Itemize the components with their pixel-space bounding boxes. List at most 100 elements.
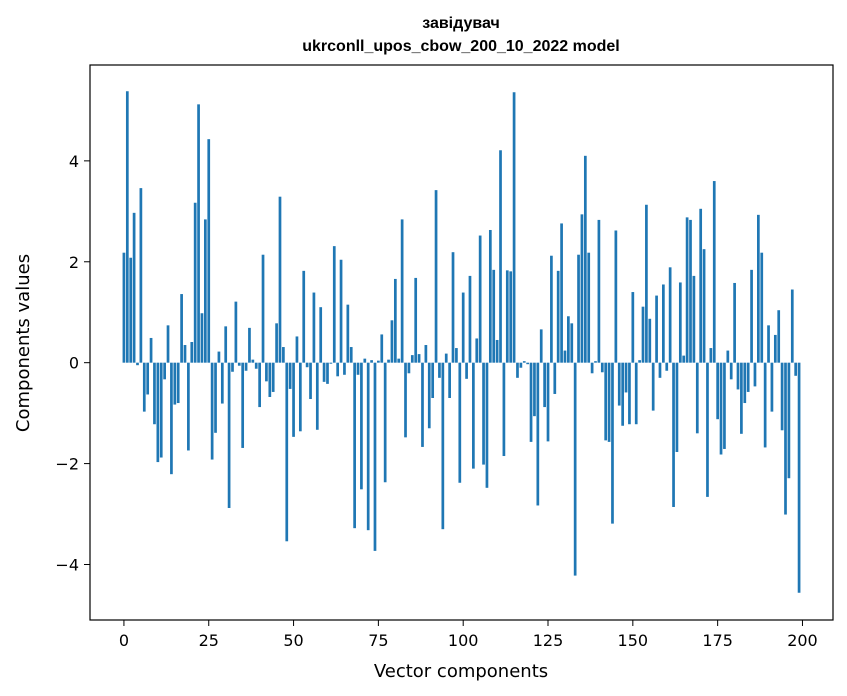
x-axis-ticks: 0 25 50 75 100 125 150 175 200 <box>119 620 818 650</box>
bar-118 <box>522 361 526 363</box>
bar-153 <box>641 306 645 363</box>
bar-60 <box>326 362 329 384</box>
x-tick-label: 0 <box>119 631 129 650</box>
y-tick-label: −2 <box>55 455 79 474</box>
bar-39 <box>254 362 258 369</box>
bar-93 <box>438 362 441 378</box>
bar-129 <box>560 223 563 363</box>
bar-4 <box>136 362 139 366</box>
bar-32 <box>231 362 234 372</box>
bar-33 <box>234 301 238 363</box>
bar-131 <box>567 316 570 363</box>
bar-25 <box>207 139 211 363</box>
bar-130 <box>563 350 567 363</box>
bar-73 <box>370 360 373 363</box>
bar-89 <box>424 345 428 363</box>
plot-frame <box>89 64 834 621</box>
bar-156 <box>651 362 655 411</box>
bar-48 <box>285 362 289 542</box>
bar-62 <box>332 246 336 363</box>
bar-42 <box>265 362 268 382</box>
bar-40 <box>258 362 261 408</box>
bar-59 <box>322 362 326 382</box>
bar-161 <box>668 267 672 363</box>
bar-28 <box>217 351 221 363</box>
bar-187 <box>757 214 760 363</box>
bar-26 <box>210 362 214 460</box>
bar-133 <box>573 362 577 576</box>
bar-168 <box>692 275 696 363</box>
bar-72 <box>366 362 370 531</box>
bar-43 <box>268 362 272 397</box>
bar-86 <box>414 277 418 363</box>
bar-45 <box>275 323 278 363</box>
bar-82 <box>400 219 404 363</box>
bar-114 <box>509 271 513 363</box>
bar-122 <box>536 362 540 506</box>
bar-35 <box>241 362 245 448</box>
bar-27 <box>214 362 217 433</box>
bar-98 <box>455 348 458 363</box>
bar-120 <box>529 362 533 442</box>
bar-13 <box>166 325 170 363</box>
bar-124 <box>543 362 546 408</box>
bar-99 <box>458 362 462 483</box>
bar-167 <box>689 219 692 363</box>
bar-95 <box>444 353 448 363</box>
bar-125 <box>546 362 550 442</box>
bar-108 <box>488 229 492 363</box>
bar-127 <box>553 362 557 394</box>
bar-74 <box>373 362 377 551</box>
bar-185 <box>750 269 753 363</box>
bar-102 <box>468 275 472 363</box>
bar-31 <box>227 362 231 508</box>
bar-50 <box>292 362 295 437</box>
bar-16 <box>176 362 180 404</box>
bar-172 <box>706 362 709 497</box>
bar-157 <box>655 295 658 363</box>
bar-12 <box>163 362 166 380</box>
bar-143 <box>607 362 611 442</box>
y-tick-label: 0 <box>69 354 79 373</box>
bar-0 <box>122 252 126 363</box>
bar-177 <box>723 362 726 449</box>
bar-54 <box>305 362 309 368</box>
bar-87 <box>417 354 421 363</box>
chart-title: завідувач <box>422 15 500 32</box>
bar-30 <box>224 326 228 363</box>
bar-1 <box>125 91 129 363</box>
bar-36 <box>244 362 248 371</box>
bar-100 <box>461 292 465 363</box>
bar-58 <box>319 307 323 363</box>
bar-84 <box>407 362 411 374</box>
bar-77 <box>383 362 387 483</box>
bar-137 <box>587 252 591 363</box>
bar-186 <box>753 362 757 387</box>
bar-134 <box>577 254 580 363</box>
bar-11 <box>159 362 163 458</box>
bar-57 <box>315 362 319 430</box>
bar-series <box>122 91 801 593</box>
bar-47 <box>282 347 285 363</box>
bar-169 <box>695 362 699 434</box>
bar-15 <box>173 362 177 405</box>
bar-165 <box>682 355 686 363</box>
bar-115 <box>512 92 516 363</box>
bar-107 <box>485 362 489 488</box>
x-tick-label: 200 <box>787 631 818 650</box>
bar-49 <box>288 362 292 389</box>
bar-94 <box>441 362 445 530</box>
bar-128 <box>556 270 560 363</box>
bar-160 <box>665 362 669 371</box>
bar-152 <box>638 360 641 363</box>
bar-70 <box>360 362 363 490</box>
bar-64 <box>339 259 343 363</box>
bar-5 <box>139 188 143 363</box>
bar-81 <box>397 358 401 363</box>
x-axis-label: Vector components <box>374 661 548 682</box>
bar-110 <box>495 339 499 363</box>
bar-10 <box>156 362 160 463</box>
bar-173 <box>709 348 713 363</box>
bar-106 <box>482 362 485 465</box>
bar-140 <box>597 219 601 363</box>
